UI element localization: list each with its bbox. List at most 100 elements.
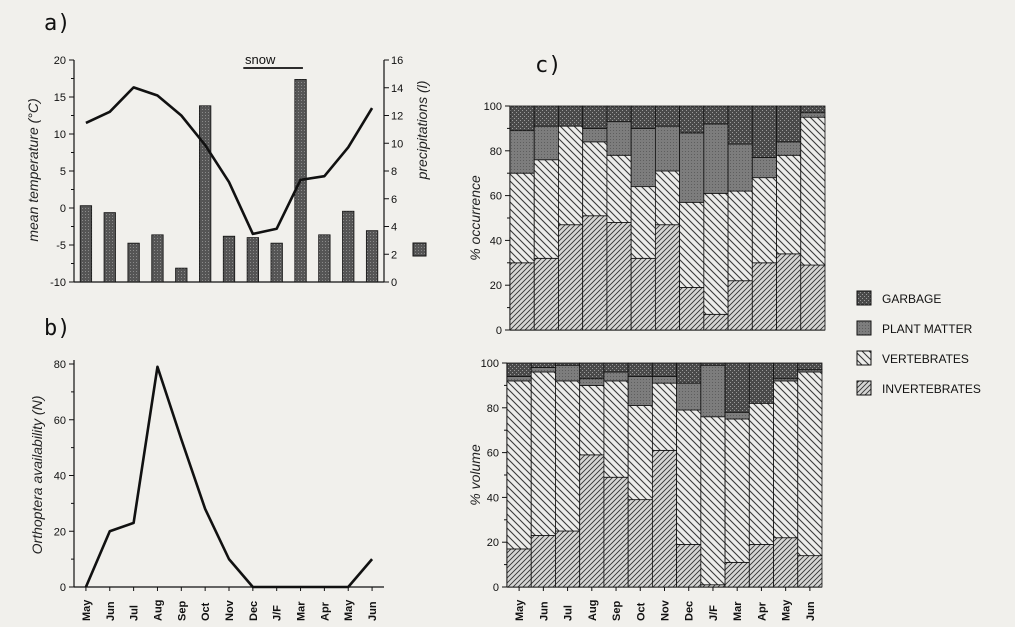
legend-label-garbage: GARBAGE: [882, 292, 941, 306]
month-label-jun-1: Jun: [538, 601, 550, 621]
right-tick-label: 4: [391, 222, 397, 234]
bar-vertebrates-mar-9: [727, 190, 753, 282]
bar-plant-matter-jun-1: [533, 125, 559, 161]
bar-vertebrates-jul-2: [555, 380, 581, 532]
bar-vertebrates-jun-12: [797, 371, 823, 557]
precipitation-bar-j-f-8: [270, 242, 283, 283]
bar-vertebrates-jun-1: [530, 371, 556, 536]
precipitation-bar-jun-1: [103, 212, 116, 283]
left-tick-label: 80: [54, 359, 66, 371]
bar-plant-matter-aug-3: [579, 378, 605, 386]
bar-vertebrates-sep-4: [606, 154, 632, 223]
month-label-j-f-8: J/F: [272, 605, 284, 621]
bar-plant-matter-jul-2: [555, 364, 581, 382]
left-tick-label: 100: [481, 358, 499, 370]
bar-garbage-nov-6: [651, 362, 678, 377]
bar-invertebrates-oct-5: [627, 499, 653, 588]
bar-garbage-nov-6: [654, 105, 681, 127]
bar-invertebrates-nov-6: [654, 224, 681, 331]
precipitation-bar-dec-7: [246, 237, 259, 283]
month-label-aug-3: Aug: [587, 600, 599, 621]
bar-garbage-jul-2: [555, 362, 581, 366]
volume-axis-label: % volume: [467, 444, 483, 506]
bar-garbage-jun-12: [800, 105, 826, 114]
month-label-jun-12: Jun: [367, 601, 379, 621]
bar-vertebrates-dec-7: [679, 201, 705, 288]
orthoptera-chart: 80 60 40 20 0 May Jun Jul Aug Sep Oct Nov Dec J/F Mar A…: [54, 359, 384, 621]
bar-plant-matter-sep-4: [603, 371, 629, 382]
bar-vertebrates-aug-3: [582, 141, 608, 217]
precipitation-bar-may-11: [342, 210, 355, 283]
bar-garbage-jun-1: [533, 105, 559, 127]
bar-invertebrates-jul-2: [555, 530, 581, 588]
bar-invertebrates-aug-3: [582, 215, 608, 331]
month-label-nov-6: Nov: [224, 599, 236, 621]
left-tick-label: -10: [50, 277, 66, 289]
bar-garbage-apr-10: [751, 105, 777, 158]
month-label-nov-6: Nov: [660, 599, 672, 621]
bar-vertebrates-may-0: [506, 380, 532, 550]
precipitation-bar-may-0: [79, 205, 93, 283]
month-label-sep-4: Sep: [611, 601, 623, 621]
bar-plant-matter-oct-5: [627, 376, 653, 406]
bar-invertebrates-apr-10: [748, 544, 774, 588]
month-label-aug-3: Aug: [152, 600, 164, 621]
right-tick-label: 16: [391, 55, 403, 67]
bar-plant-matter-oct-5: [630, 127, 656, 188]
right-tick-label: 2: [391, 249, 397, 261]
precipitation-bar-oct-5: [199, 105, 212, 283]
bar-garbage-jul-2: [558, 105, 584, 127]
month-label-may-0: May: [514, 599, 526, 621]
bar-invertebrates-j-f-8: [703, 313, 729, 331]
legend-label-invertebrates: INVERTEBRATES: [882, 382, 981, 396]
left-tick-label: 0: [60, 203, 66, 215]
precipitation-key-swatch: [412, 242, 427, 257]
bar-garbage-apr-10: [748, 362, 774, 404]
precipitation-bar-nov-6: [222, 235, 236, 283]
bar-vertebrates-jun-1: [533, 159, 559, 259]
bar-plant-matter-jun-12: [800, 112, 826, 118]
bar-vertebrates-jun-12: [800, 116, 826, 266]
orthoptera-line: [84, 365, 374, 589]
right-tick-label: 6: [391, 194, 397, 206]
temperature-axis-label: mean temperature (°C): [25, 98, 41, 241]
left-tick-label: 60: [487, 448, 499, 460]
bar-vertebrates-mar-9: [724, 418, 750, 563]
left-tick-label: 40: [487, 492, 499, 504]
bar-vertebrates-apr-10: [748, 402, 774, 545]
month-label-may-11: May: [343, 599, 355, 621]
bar-garbage-oct-5: [627, 362, 653, 377]
precipitation-bar-jul-2: [127, 242, 140, 283]
bar-garbage-aug-3: [582, 105, 608, 129]
left-tick-label: 5: [60, 166, 66, 178]
bar-plant-matter-aug-3: [582, 127, 608, 143]
legend-label-vertebrates: VERTEBRATES: [882, 352, 969, 366]
bar-garbage-dec-7: [676, 362, 702, 384]
month-label-jun-12: Jun: [805, 601, 817, 621]
left-tick-label: 20: [490, 280, 502, 292]
month-label-mar-9: Mar: [732, 601, 744, 621]
month-label-jul-2: Jul: [129, 605, 141, 621]
left-tick-label: -5: [56, 240, 66, 252]
bar-invertebrates-oct-5: [630, 257, 656, 331]
bar-garbage-jun-12: [797, 362, 823, 371]
bar-garbage-may-11: [773, 362, 799, 380]
bar-plant-matter-may-11: [776, 141, 802, 156]
bar-vertebrates-j-f-8: [703, 192, 729, 315]
left-tick-label: 40: [54, 471, 66, 483]
bar-vertebrates-aug-3: [579, 384, 605, 456]
left-tick-label: 15: [54, 92, 66, 104]
snow-annotation: snow: [245, 52, 276, 67]
bar-garbage-dec-7: [679, 105, 705, 134]
bar-garbage-oct-5: [630, 105, 656, 129]
legend-swatch-plant-matter: [856, 320, 872, 336]
month-label-apr-10: Apr: [756, 601, 768, 621]
bar-invertebrates-jun-1: [530, 535, 556, 588]
left-tick-label: 40: [490, 235, 502, 247]
bar-invertebrates-apr-10: [751, 262, 777, 331]
bar-invertebrates-jun-12: [800, 264, 826, 331]
bar-invertebrates-dec-7: [679, 287, 705, 331]
precipitation-bar-jun-12: [365, 230, 379, 283]
precipitation-bar-sep-4: [175, 267, 188, 283]
bar-vertebrates-oct-5: [630, 186, 656, 259]
